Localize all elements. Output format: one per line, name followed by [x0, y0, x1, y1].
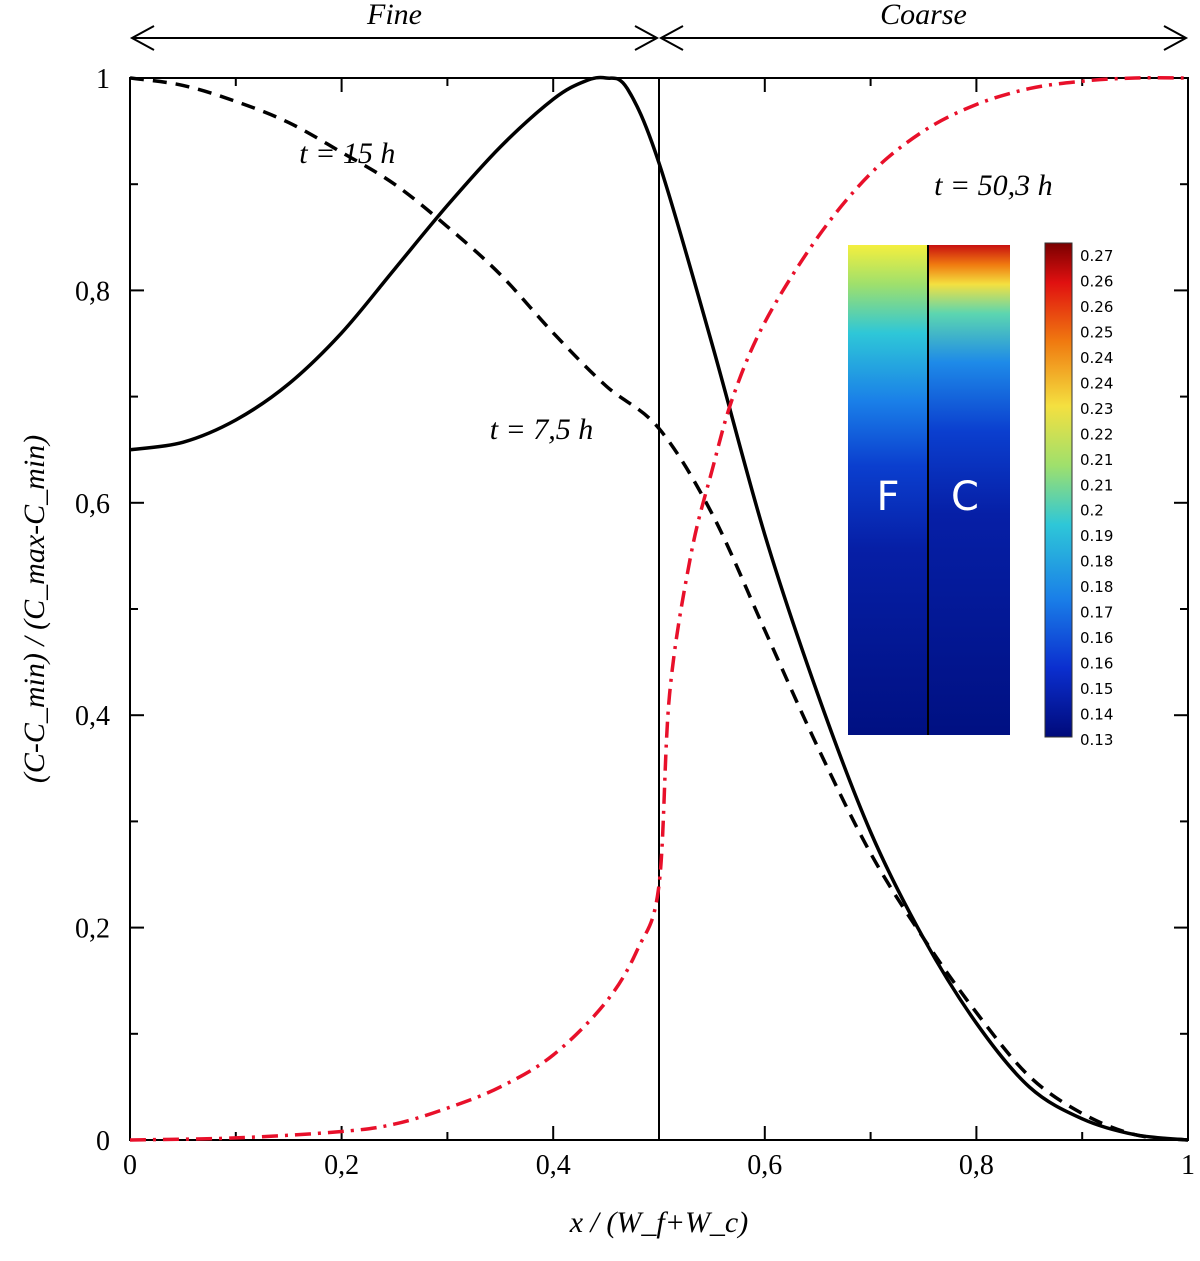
x-tick-label: 0 — [123, 1150, 137, 1181]
colorbar-tick-label: 0.16 — [1080, 655, 1113, 673]
colorbar-tick-label: 0.24 — [1080, 349, 1113, 367]
colorbar-tick-label: 0.2 — [1080, 502, 1104, 520]
colorbar-tick-label: 0.16 — [1080, 629, 1113, 647]
series-line-t-7-5h — [129, 75, 1189, 1142]
colorbar-gradient — [1044, 242, 1073, 738]
y-tick-label: 0,2 — [75, 914, 110, 945]
inset-coarse-field — [928, 245, 1010, 735]
x-tick-label: 0,8 — [959, 1150, 994, 1181]
colorbar-tick-label: 0.25 — [1080, 323, 1113, 341]
coarse-arrowhead-right — [1163, 25, 1189, 51]
tick-labels: 00 0,2 0,2 0,4 0,4 0,6 0,6 0,8 0,8 1 1 — [75, 64, 1195, 1181]
series-label-t-50-3h: t = 50,3 h — [934, 169, 1053, 202]
colorbar-tick-label: 0.15 — [1080, 680, 1113, 698]
colorbar-tick-label: 0.23 — [1080, 400, 1113, 418]
x-tick-label: 0,4 — [536, 1150, 571, 1181]
x-axis-title: x / (W_f+W_c) — [569, 1206, 749, 1239]
y-tick-label: 1 — [96, 64, 110, 95]
colorbar-tick-label: 0.19 — [1080, 527, 1113, 545]
y-axis-title: (C-C_min) / (C_max-C_min) — [18, 435, 51, 783]
y-tick-label: 0,6 — [75, 489, 110, 520]
series-line-t-15h — [129, 76, 1189, 1142]
region-label-fine: Fine — [366, 0, 422, 31]
colorbar-tick-label: 0.22 — [1080, 425, 1113, 443]
inset-label-fine: F — [876, 474, 899, 520]
colorbar-tick-label: 0.17 — [1080, 604, 1113, 622]
inset-label-coarse: C — [951, 474, 979, 520]
series-label-t-15h: t = 15 h — [299, 137, 395, 170]
x-tick-label: 0,2 — [324, 1150, 359, 1181]
series-label-t-7-5h: t = 7,5 h — [490, 413, 594, 446]
colorbar-tick-labels: 0.27 0.26 0.26 0.25 0.24 0.24 0.23 0.22 0.21 0.21… — [1080, 247, 1113, 749]
fine-arrowhead-left — [129, 25, 155, 51]
colorbar: 0.27 0.26 0.26 0.25 0.24 0.24 0.23 0.22 0.21 0.21… — [1044, 242, 1113, 749]
colorbar-tick-label: 0.13 — [1080, 731, 1113, 749]
colorbar-tick-label: 0.27 — [1080, 247, 1113, 265]
colorbar-tick-label: 0.26 — [1080, 298, 1113, 316]
coarse-arrowhead-left — [658, 25, 684, 51]
x-tick-label: 0,6 — [747, 1150, 782, 1181]
region-label-coarse: Coarse — [880, 0, 967, 31]
y-tick-label: 0,4 — [75, 701, 110, 732]
y-tick-label: 0,8 — [75, 276, 110, 307]
x-tick-label: 1 — [1181, 1150, 1195, 1181]
colorbar-tick-label: 0.21 — [1080, 476, 1113, 494]
colorbar-tick-label: 0.26 — [1080, 272, 1113, 290]
inset-contour-map: F C — [848, 245, 1010, 735]
y-tick-label: 0 — [96, 1126, 110, 1157]
region-arrows: Fine Coarse — [129, 0, 1189, 51]
colorbar-tick-label: 0.14 — [1080, 706, 1113, 724]
colorbar-tick-label: 0.24 — [1080, 374, 1113, 392]
fine-arrowhead-right — [634, 25, 660, 51]
colorbar-tick-label: 0.21 — [1080, 451, 1113, 469]
colorbar-tick-label: 0.18 — [1080, 578, 1113, 596]
series-line-t-50-3h — [129, 76, 1189, 1142]
inset-fine-field — [848, 245, 928, 735]
colorbar-tick-label: 0.18 — [1080, 553, 1113, 571]
